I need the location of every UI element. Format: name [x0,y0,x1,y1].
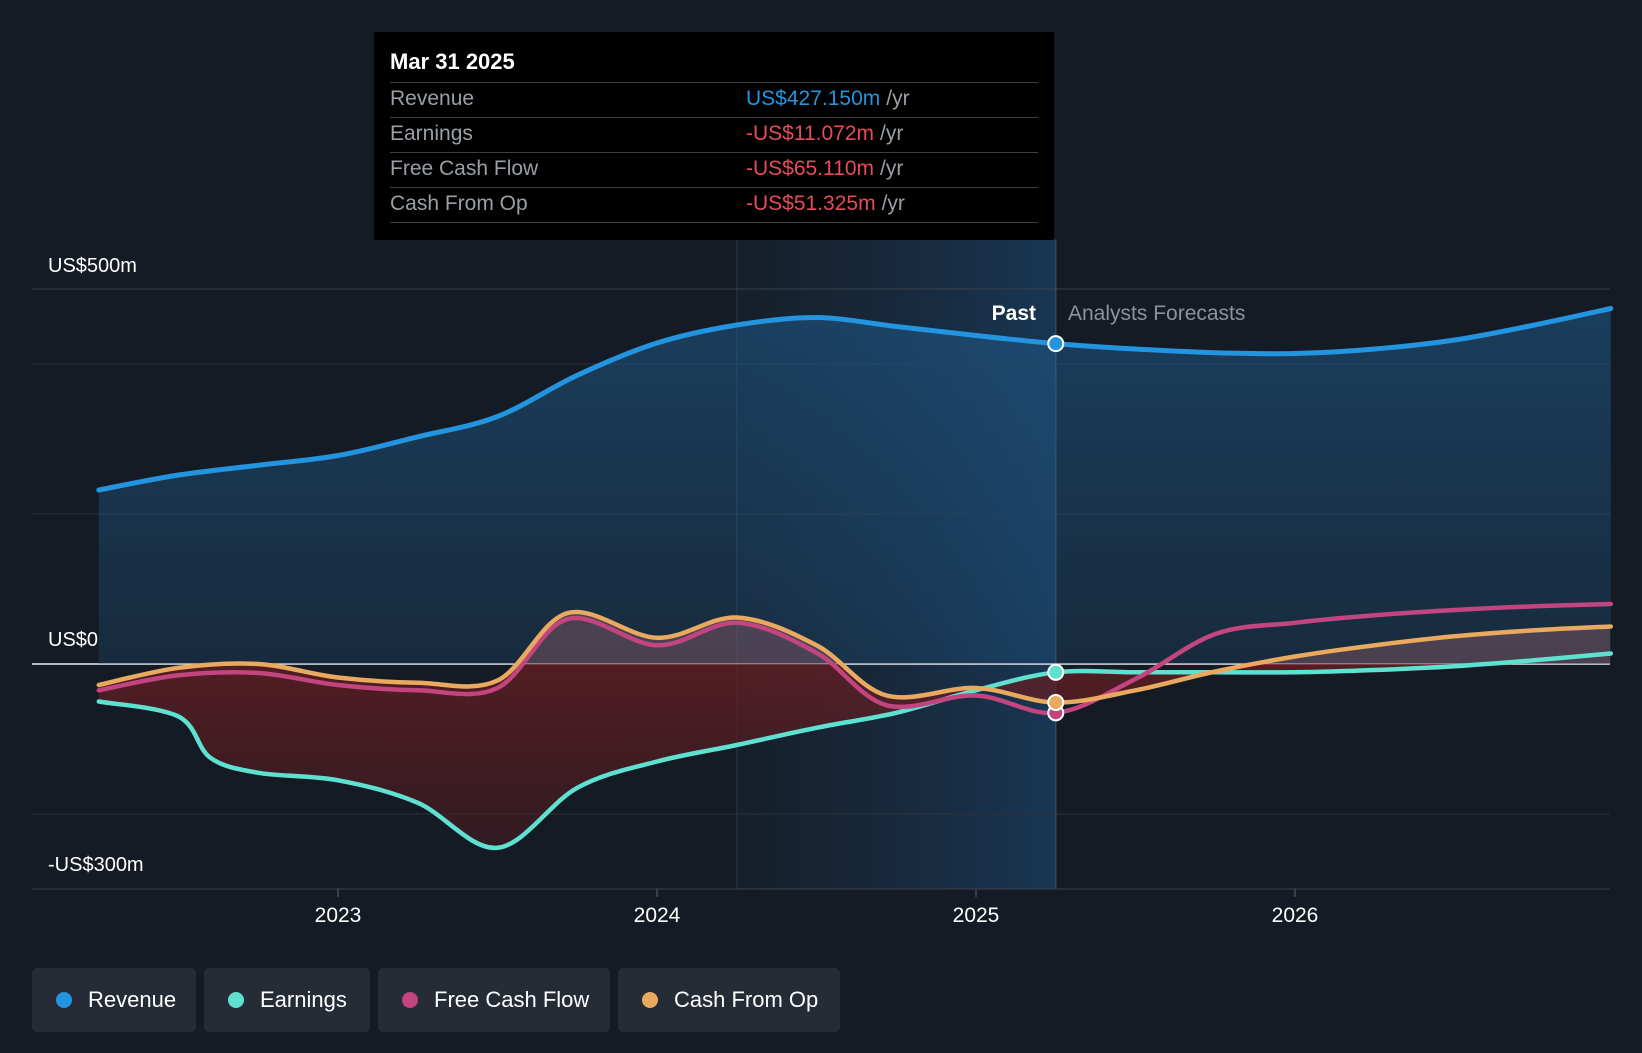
tooltip-value: -US$51.325m [746,192,876,215]
legend-cash-from-op[interactable]: Cash From Op [618,968,840,1032]
x-tick-label: 2024 [634,904,681,927]
data-point-earnings [1047,663,1065,681]
legend-label: Cash From Op [674,987,819,1012]
series-line-cash-from-op [96,609,1614,705]
legend-dot-icon [402,992,418,1008]
tooltip-unit: /yr [880,157,904,180]
y-tick-label-bottom: -US$300m [48,854,144,876]
tooltip-row-revenue: Revenue US$427.150m/yr [390,83,1038,118]
tooltip-row-cash-from-op: Cash From Op -US$51.325m/yr [390,188,1038,223]
series-line-revenue [96,306,1614,493]
tooltip-unit: /yr [880,122,904,145]
tooltip-unit: /yr [881,192,905,215]
tooltip-label: Cash From Op [390,192,528,215]
legend-free-cash-flow[interactable]: Free Cash Flow [378,968,610,1032]
legend-revenue[interactable]: Revenue [32,968,196,1032]
forecast-label: Analysts Forecasts [1068,302,1245,325]
x-tick-label: 2025 [953,904,1000,927]
tooltip-unit: /yr [886,87,910,110]
tooltip-date: Mar 31 2025 [390,46,1038,83]
hover-tooltip: Mar 31 2025 Revenue US$427.150m/yr Earni… [374,32,1054,240]
positive-cashflow-area [98,611,1610,664]
legend-dot-icon [642,992,658,1008]
tooltip-label: Revenue [390,87,475,110]
series-line-earnings [96,651,1614,851]
legend-earnings[interactable]: Earnings [204,968,370,1032]
tooltip-label: Free Cash Flow [390,157,539,180]
legend-label: Earnings [260,987,347,1012]
legend-dot-icon [56,992,72,1008]
tooltip-label: Earnings [390,122,473,145]
data-point-cash-from-op [1047,693,1065,711]
tooltip-value: -US$11.072m [746,122,875,145]
tooltip-row-free-cash-flow: Free Cash Flow -US$65.110m/yr [390,153,1038,188]
past-label: Past [992,302,1036,325]
loss-area [98,664,1488,848]
tooltip-row-earnings: Earnings -US$11.072m/yr [390,118,1038,153]
series-line-free-cash-flow [96,601,1614,716]
legend-dot-icon [228,992,244,1008]
tooltip-value: -US$65.110m [746,157,875,180]
y-tick-label-zero: US$0 [48,629,98,651]
data-point-revenue [1047,335,1065,353]
y-tick-label-top: US$500m [48,255,137,277]
legend-label: Free Cash Flow [434,987,590,1012]
x-tick-label: 2023 [315,904,362,927]
x-tick-label: 2026 [1272,904,1319,927]
tooltip-value: US$427.150m [746,87,881,110]
legend-label: Revenue [88,987,177,1012]
revenue-area [98,308,1611,664]
